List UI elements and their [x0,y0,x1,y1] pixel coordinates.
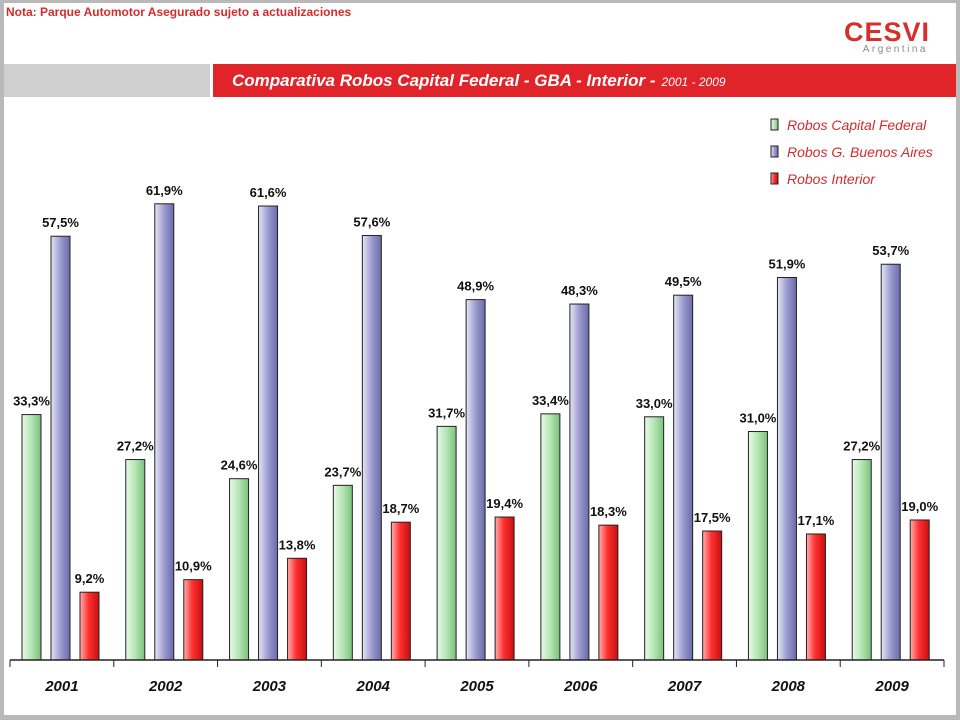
data-label-2001-s2: 9,2% [75,571,105,586]
x-tick-label-2003: 2003 [252,678,287,695]
data-label-2003-s1: 61,6% [250,185,287,200]
bar-2009-s0 [851,459,872,661]
data-label-2005-s2: 19,4% [486,496,523,511]
bar-2008-s0 [747,431,768,661]
x-axis: 2001 2002 2003 2004 2005 2006 2007 2008 2009 [9,659,945,695]
x-tick-label-2009: 2009 [874,678,909,695]
bar-2004-s1 [361,234,382,661]
data-label-2006-s0: 33,4% [532,393,569,408]
bar-2001-s0 [21,414,42,661]
x-tick-label-2005: 2005 [459,678,494,695]
legend-label-s1: Robos G. Buenos Aires [787,144,933,160]
header-band-red [213,64,956,97]
data-label-2004-s0: 23,7% [324,464,361,479]
x-tick-label-2002: 2002 [148,678,183,695]
bar-2009-s2 [909,519,930,661]
data-label-2005-s0: 31,7% [428,405,465,420]
data-label-2009-s0: 27,2% [843,439,880,454]
chart-subtitle: 2001 - 2009 [661,75,726,89]
data-label-2009-s1: 53,7% [872,243,909,258]
data-label-2004-s2: 18,7% [382,501,419,516]
bar-2007-s0 [644,416,665,661]
bar-2006-s1 [569,303,590,661]
data-label-2009-s2: 19,0% [901,499,938,514]
x-tick-label-2007: 2007 [667,678,702,695]
data-label-2004-s1: 57,6% [353,214,390,229]
data-label-2007-s2: 17,5% [694,510,731,525]
x-tick-label-2004: 2004 [356,678,391,695]
header-band-grey [4,64,210,97]
chart-title-text: Comparativa Robos Capital Federal - GBA … [232,71,656,90]
bar-2006-s0 [540,413,561,661]
note-text: Nota: Parque Automotor Asegurado sujeto … [6,5,352,19]
bar-2004-s2 [390,521,411,661]
data-label-2006-s2: 18,3% [590,504,627,519]
x-tick-label-2006: 2006 [563,678,598,695]
bar-2005-s2 [494,516,515,661]
cesvi-logo: CESVI Argentina [830,18,930,58]
bar-2006-s2 [598,524,619,661]
bar-2008-s2 [805,533,826,661]
data-label-2003-s2: 13,8% [279,537,316,552]
legend-swatch-s2 [770,172,779,185]
legend-label-s0: Robos Capital Federal [787,117,927,133]
bar-2004-s0 [332,484,353,661]
data-label-2003-s0: 24,6% [221,458,258,473]
bar-2002-s1 [154,203,175,661]
bar-2001-s1 [50,235,71,661]
data-label-2002-s2: 10,9% [175,559,212,574]
bar-2005-s0 [436,425,457,661]
bar-2003-s2 [287,557,308,661]
bar-2003-s0 [229,478,250,661]
bar-2003-s1 [258,205,279,661]
data-labels-group: 33,3% 57,5% 9,2% 27,2% 61,9% 10,9% 24,6% 61,6% 1… [13,183,939,586]
bar-2008-s1 [776,276,797,661]
chart-title: Comparativa Robos Capital Federal - GBA … [232,71,726,91]
data-label-2002-s1: 61,9% [146,183,183,198]
bar-2005-s1 [465,299,486,661]
data-label-2001-s1: 57,5% [42,215,79,230]
legend-swatch-s0 [770,118,779,131]
legend-label-s2: Robos Interior [787,171,876,187]
bar-2007-s2 [702,530,723,661]
bar-2007-s1 [673,294,694,661]
data-label-2008-s2: 17,1% [798,513,835,528]
bar-2002-s0 [125,459,146,661]
data-label-2007-s0: 33,0% [636,396,673,411]
legend: Robos Capital Federal Robos G. Buenos Air… [770,117,933,187]
data-label-2007-s1: 49,5% [665,274,702,289]
data-label-2008-s1: 51,9% [769,256,806,271]
data-label-2001-s0: 33,3% [13,394,50,409]
data-label-2008-s0: 31,0% [740,411,777,426]
bar-2002-s2 [183,579,204,661]
x-tick-label-2001: 2001 [44,678,78,695]
legend-swatch-s1 [770,145,779,158]
data-label-2002-s0: 27,2% [117,439,154,454]
bar-2001-s2 [79,591,100,661]
logo-main-text: CESVI [843,17,930,47]
bars-group [21,203,930,661]
data-label-2006-s1: 48,3% [561,283,598,298]
x-tick-label-2008: 2008 [771,678,806,695]
bar-2009-s1 [880,263,901,661]
logo-sub-text: Argentina [862,44,928,55]
data-label-2005-s1: 48,9% [457,279,494,294]
